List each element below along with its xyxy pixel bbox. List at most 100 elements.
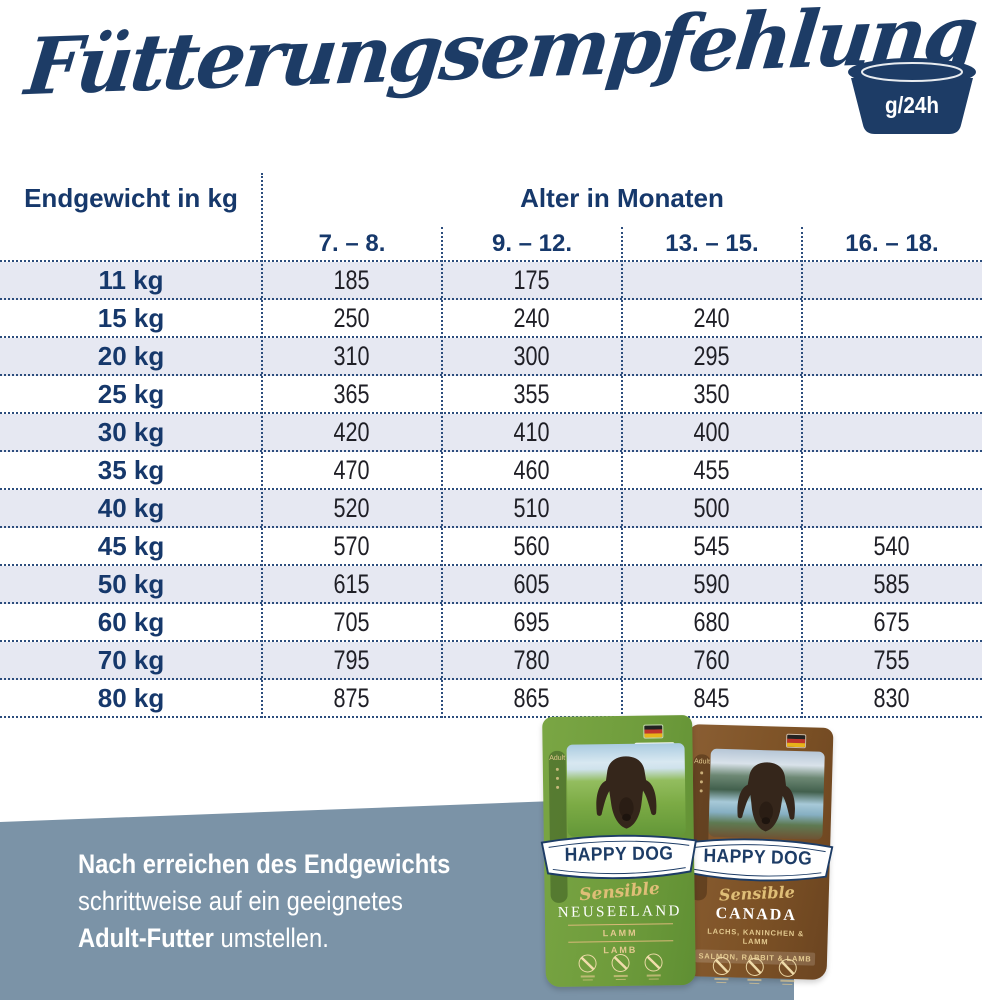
weight-cell: 30 kg: [97, 416, 165, 447]
feeding-amount: 355: [513, 378, 551, 409]
no-grain-icon: [577, 954, 597, 981]
feeding-amount: 520: [333, 492, 371, 523]
dog-head-icon: [737, 761, 795, 831]
no-grain-icon: [711, 956, 732, 984]
table-row: 25 kg 365 355 350: [0, 376, 982, 414]
column-divider: [801, 227, 803, 718]
value-cell: 350: [622, 376, 802, 412]
value-cell: [802, 414, 982, 450]
german-flag-icon: [644, 725, 663, 738]
table-row: 45 kg 570 560 545 540: [0, 528, 982, 566]
value-cell: 470: [262, 452, 442, 488]
age-range-label: 13. – 15.: [665, 230, 759, 257]
feeding-amount: 350: [693, 378, 731, 409]
feature-icons: [545, 953, 695, 981]
value-cell: [802, 376, 982, 412]
bowl-shape: [848, 58, 976, 134]
feeding-amount: 585: [873, 568, 911, 599]
feeding-amount: 605: [513, 568, 551, 599]
value-cell: 510: [442, 490, 622, 526]
value-cell: [622, 262, 802, 298]
feeding-amount: 680: [693, 606, 731, 637]
bowl-unit-label: g/24h: [884, 92, 940, 118]
note-line-3-rest: umstellen.: [213, 923, 329, 953]
table-row: 20 kg 310 300 295: [0, 338, 982, 376]
adult-badge-label: Adult: [549, 754, 566, 762]
table-row: 60 kg 705 695 680 675: [0, 604, 982, 642]
value-cell: 175: [442, 262, 622, 298]
product-name: CANADA: [715, 904, 798, 925]
dog-bowl-icon: g/24h: [842, 56, 982, 140]
brand-name: HAPPY DOG: [703, 845, 813, 870]
feeding-amount: 830: [873, 682, 911, 713]
value-cell: 300: [442, 338, 622, 374]
value-cell: 760: [622, 642, 802, 678]
value-cell: [802, 338, 982, 374]
feeding-amount: 570: [333, 530, 371, 561]
feature-icons: [682, 956, 827, 986]
value-cell: 420: [262, 414, 442, 450]
single-protein-icon: [610, 953, 630, 981]
product-bag-canada: Adult HAPPY DOG Sensible CANADA LACHS, K…: [682, 724, 834, 986]
value-cell: 520: [262, 490, 442, 526]
table-body: 11 kg 185 175 15 kg 250 240 240 20 kg 310 300 295 2…: [0, 262, 982, 718]
feeding-amount: 845: [693, 682, 731, 713]
weight-cell: 70 kg: [97, 644, 165, 675]
value-cell: 250: [262, 300, 442, 336]
product-name: NEUSEELAND: [557, 903, 683, 921]
feeding-amount: 755: [873, 644, 911, 675]
value-cell: 695: [442, 604, 622, 640]
feeding-amount: 185: [333, 264, 371, 295]
spacer-cell: [0, 222, 262, 260]
value-cell: 755: [802, 642, 982, 678]
feeding-amount: 420: [333, 416, 371, 447]
value-cell: 355: [442, 376, 622, 412]
value-cell: 410: [442, 414, 622, 450]
variety-de: LACHS, KANINCHEN & LAMM: [707, 926, 805, 947]
value-cell: [802, 262, 982, 298]
note-line-1: Nach erreichen des Endgewichts: [78, 849, 451, 879]
brand-name: HAPPY DOG: [564, 843, 674, 866]
feeding-amount: 865: [513, 682, 551, 713]
value-cell: 590: [622, 566, 802, 602]
value-cell: 310: [262, 338, 442, 374]
bag-photo-canada: [708, 748, 825, 840]
value-cell: 605: [442, 566, 622, 602]
note-line-3-bold: Adult-Futter: [78, 923, 214, 953]
feeding-amount: 615: [333, 568, 371, 599]
weight-cell: 80 kg: [97, 682, 165, 713]
feeding-amount: 760: [693, 644, 731, 675]
value-cell: 240: [442, 300, 622, 336]
advice-note: Nach erreichen des Endgewichts schrittwe…: [78, 846, 450, 957]
age-range-label: 9. – 12.: [491, 230, 573, 257]
weight-cell: 25 kg: [97, 378, 165, 409]
adult-badge-label: Adult: [693, 758, 711, 766]
feeding-amount: 300: [513, 340, 551, 371]
table-row: 80 kg 875 865 845 830: [0, 680, 982, 718]
feeding-amount: 545: [693, 530, 731, 561]
value-cell: 585: [802, 566, 982, 602]
feeding-amount: 240: [693, 302, 731, 333]
feeding-amount: 240: [513, 302, 551, 333]
feeding-amount: 795: [333, 644, 371, 675]
feeding-amount: 175: [513, 264, 551, 295]
age-range-label: 16. – 18.: [845, 230, 939, 257]
table-row: 50 kg 615 605 590 585: [0, 566, 982, 604]
feeding-amount: 455: [693, 454, 731, 485]
table-row: 70 kg 795 780 760 755: [0, 642, 982, 680]
bag-photo-neuseeland: [566, 743, 686, 837]
value-cell: 675: [802, 604, 982, 640]
value-cell: 845: [622, 680, 802, 716]
weight-cell: 20 kg: [97, 340, 165, 371]
feeding-amount: 410: [513, 416, 551, 447]
happy-dog-logo: HAPPY DOG: [677, 832, 838, 886]
table-row: 35 kg 470 460 455: [0, 452, 982, 490]
feeding-amount: 310: [333, 340, 371, 371]
feeding-amount: 460: [513, 454, 551, 485]
value-cell: 780: [442, 642, 622, 678]
feeding-amount: 540: [873, 530, 911, 561]
happy-dog-logo: HAPPY DOG: [536, 829, 703, 883]
value-cell: 875: [262, 680, 442, 716]
sensitive-icon: [777, 958, 798, 986]
value-cell: 560: [442, 528, 622, 564]
